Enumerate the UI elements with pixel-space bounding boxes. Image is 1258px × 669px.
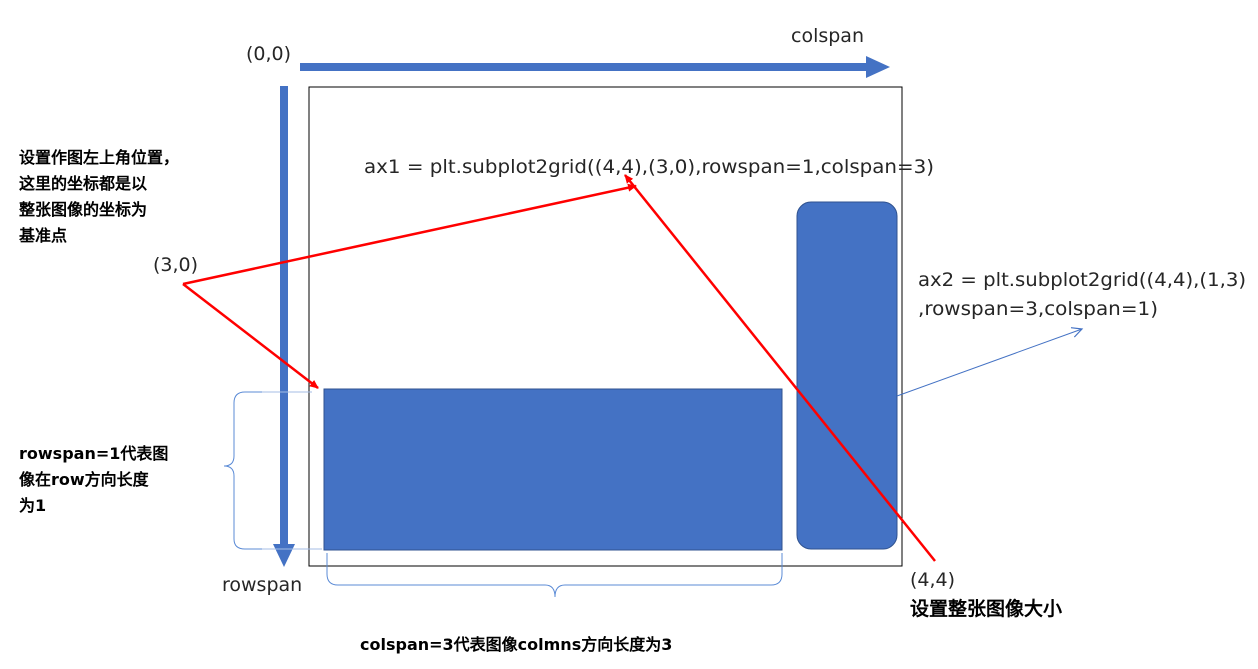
rowspan-brace [223,391,262,550]
colspan-axis-arrow [300,56,890,78]
colspan-axis-label: colspan [791,25,864,47]
red-pointer-3-0-to-block [182,283,319,389]
figure-frame [308,86,903,567]
ax2-block [796,201,898,550]
ax2-code-line-2: ,rowspan=3,colspan=1) [918,298,1158,320]
colspan-note: colspan=3代表图像colmns方向长度为3 [360,635,672,654]
rowspan-note-line-3: 为1 [19,496,46,515]
point-4-4-label: (4,4) [910,569,955,591]
rowspan-axis-label: rowspan [222,574,302,596]
red-pointer-4-4-to-code [624,174,936,562]
position-note-line-2: 这里的坐标都是以 [19,174,147,193]
position-note-line-3: 整张图像的坐标为 [18,200,147,219]
position-note-line-1: 设置作图左上角位置， [19,148,179,167]
ax1-code-text: ax1 = plt.subplot2grid((4,4),(3,0),rowsp… [364,156,934,178]
rowspan-note-line-1: rowspan=1代表图 [19,444,168,463]
origin-label: (0,0) [246,43,291,65]
figure-size-note: 设置整张图像大小 [910,597,1062,620]
red-pointer-3-0-to-code [182,183,637,286]
rowspan-axis-arrow [273,86,295,567]
ax1-block [323,388,783,551]
ax2-connector-arrow [896,329,1082,397]
colspan-brace [326,553,783,598]
position-note-line-4: 基准点 [18,226,67,245]
rowspan-note-line-2: 像在row方向长度 [19,470,150,489]
ax2-code-line-1: ax2 = plt.subplot2grid((4,4),(1,3) [918,269,1246,291]
point-3-0-label: (3,0) [153,254,198,276]
